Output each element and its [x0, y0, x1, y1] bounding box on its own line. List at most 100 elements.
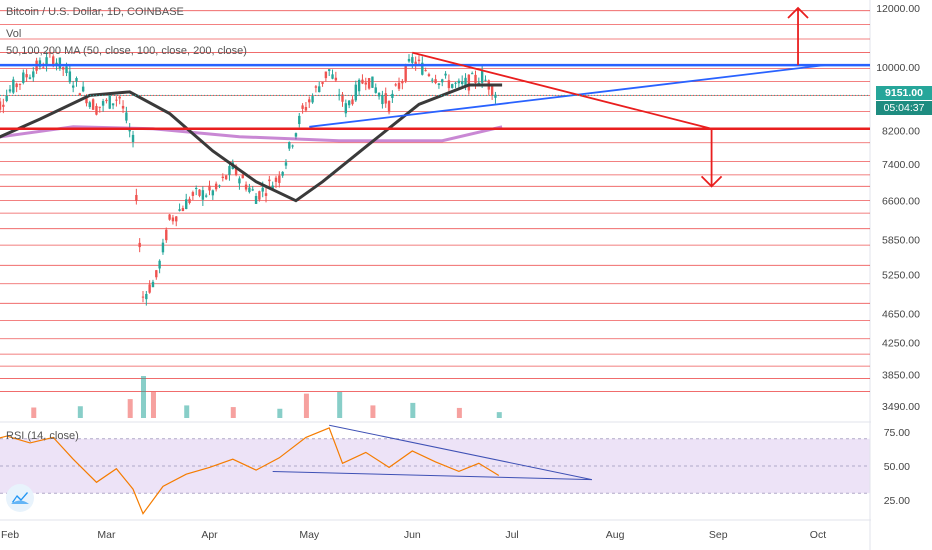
volume-label: Vol [6, 28, 22, 40]
volume-bar [496, 412, 502, 418]
price-tick-label: 6600.00 [882, 196, 920, 208]
candle-body [188, 198, 191, 203]
tradingview-logo-icon[interactable] [6, 484, 34, 512]
candle-body [344, 103, 348, 114]
candle-body [381, 95, 384, 105]
candle-body [165, 229, 168, 241]
candle-body [354, 84, 357, 101]
candle-body [111, 103, 115, 106]
price-tick-label: 3490.00 [882, 401, 920, 413]
rsi-tick-label: 25.00 [884, 495, 910, 507]
moving-average-100 [0, 83, 503, 203]
volume-bar [77, 406, 83, 418]
candle-body [321, 82, 324, 84]
arrow-down-icon [700, 128, 723, 188]
time-tick-label: Oct [810, 529, 826, 541]
candle-body [234, 165, 238, 175]
candle-body [347, 100, 351, 106]
candle-body [451, 84, 454, 88]
candle-body [8, 89, 12, 92]
price-tick-label: 5850.00 [882, 235, 920, 247]
candle-body [470, 73, 474, 75]
candle-body [318, 86, 321, 93]
candle-body [444, 73, 447, 76]
time-tick-label: Mar [97, 529, 116, 541]
candle-body [308, 99, 311, 103]
candle-body [25, 74, 28, 78]
volume-bar [141, 376, 146, 418]
candle-body [474, 74, 477, 84]
candle-body [357, 79, 361, 92]
candle-body [461, 81, 464, 85]
candle-body [78, 93, 82, 96]
candle-body [494, 94, 497, 98]
moving-average-200 [0, 125, 503, 143]
candle-body [125, 112, 128, 121]
candle-body [254, 196, 258, 204]
candle-body [241, 174, 244, 179]
candle-body [5, 95, 8, 101]
candle-body [62, 67, 65, 70]
candle-body [274, 177, 278, 182]
candle-body [407, 58, 411, 62]
candle-body [490, 85, 494, 96]
candle-body [218, 185, 221, 187]
candle-body [211, 190, 215, 196]
price-tick-label: 10000.00 [876, 62, 920, 74]
candle-body [135, 194, 138, 201]
time-tick-label: May [299, 529, 320, 541]
time-tick-label: Aug [606, 529, 625, 541]
candle-body [431, 79, 434, 81]
candle-body [65, 66, 68, 74]
candle-body [131, 134, 135, 142]
candle-body [394, 84, 397, 86]
candle-body [48, 52, 52, 54]
rsi-trendline [329, 424, 592, 481]
candle-body [328, 69, 331, 71]
volume-bar [277, 408, 283, 418]
candle-body [191, 192, 195, 196]
arrow-up-icon [787, 6, 809, 66]
candle-body [264, 193, 268, 196]
candle-body [95, 105, 98, 115]
candle-body [447, 80, 451, 89]
candle-body [411, 57, 414, 63]
candle-body [404, 65, 407, 82]
candle-body [68, 71, 72, 83]
candle-body [145, 293, 148, 300]
candle-body [427, 74, 431, 76]
chart-title: Bitcoin / U.S. Dollar, 1D, COINBASE [6, 6, 184, 18]
candle-body [387, 101, 391, 113]
candle-body [138, 242, 141, 248]
candle-body [168, 214, 171, 220]
candle-body [101, 101, 105, 106]
candle-body [298, 115, 301, 125]
candle-body [424, 70, 427, 72]
candle-body [238, 178, 241, 184]
volume-bar [31, 407, 37, 418]
candle-body [98, 106, 101, 108]
countdown-tag: 05:04:37 [876, 101, 932, 115]
time-tick-label: Apr [201, 529, 218, 541]
volume-bar [337, 391, 343, 418]
volume-bar [127, 399, 133, 418]
candle-body [52, 56, 55, 65]
candle-body [414, 61, 417, 67]
candle-body [484, 79, 487, 81]
candle-body [175, 216, 178, 222]
candle-body [467, 74, 471, 91]
candle-body [81, 86, 85, 92]
candle-body [258, 191, 261, 200]
candle-body [281, 171, 284, 176]
price-tick-label: 5250.00 [882, 269, 920, 281]
candle-body [441, 79, 444, 83]
candle-body [0, 101, 2, 110]
price-tick-label: 12000.00 [876, 3, 920, 15]
candle-body [141, 296, 145, 298]
candle-body [204, 195, 208, 197]
candle-body [261, 187, 264, 192]
rsi-tick-label: 75.00 [884, 427, 910, 439]
candle-body [397, 82, 401, 89]
candle-body [271, 185, 274, 191]
